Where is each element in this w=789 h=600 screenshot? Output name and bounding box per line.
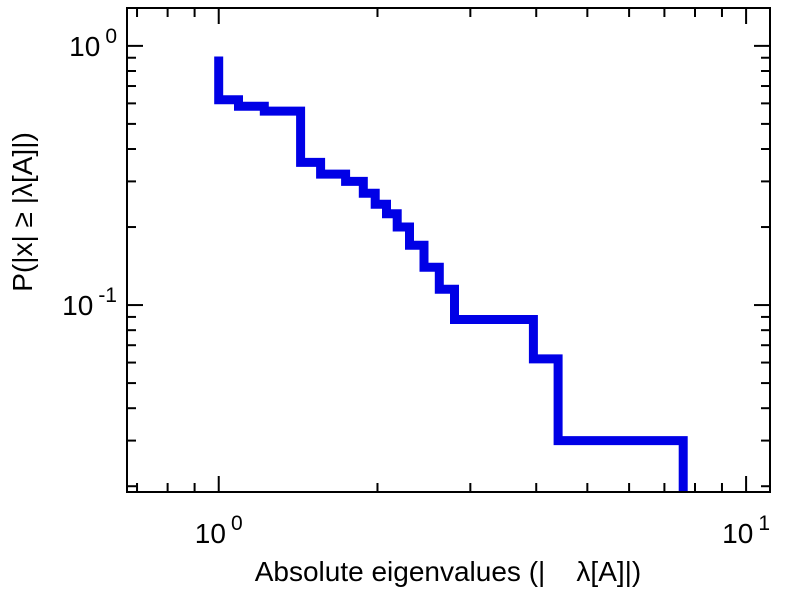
plot-frame — [126, 7, 771, 493]
y-tick-label: 10 0 — [69, 25, 117, 62]
ccdf-step-line — [214, 56, 688, 492]
y-tick-label: 10 -1 — [62, 284, 117, 321]
y-axis-label: P(|x| ≥ |λ[A]|) — [7, 132, 38, 292]
x-axis-label: Absolute eigenvalues (| λ[A]|) — [255, 556, 642, 587]
axis-ticks-layer — [127, 8, 770, 492]
x-tick-label: 10 1 — [722, 512, 770, 549]
x-tick-label: 10 0 — [195, 512, 243, 549]
ccdf-curve-layer — [214, 56, 688, 492]
